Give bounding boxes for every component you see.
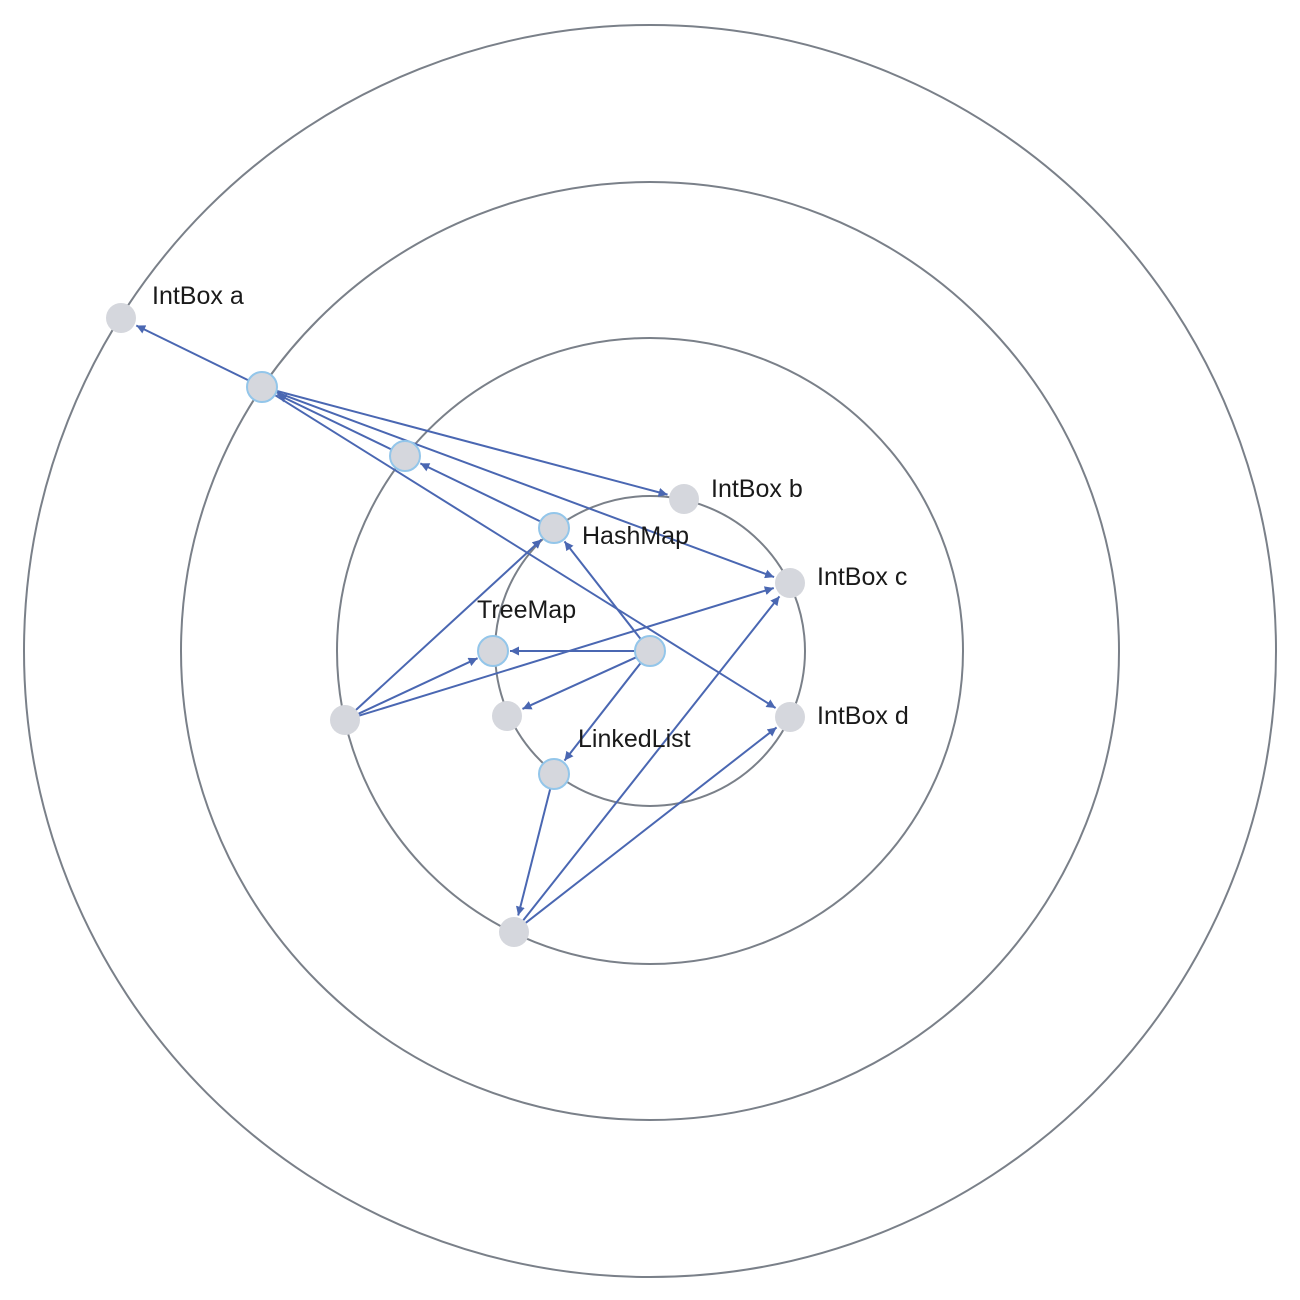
node-bottom[interactable] [499, 917, 529, 947]
ring-third [180, 181, 1120, 1121]
label-intbox-c: IntBox c [817, 563, 907, 591]
edge-root-to-n-center-plain [522, 656, 637, 710]
node-intbox-a[interactable] [106, 303, 136, 333]
edge-linkedlist-to-n-bottom [516, 788, 552, 916]
edge-n-outer-link-to-intbox-c [275, 391, 775, 579]
edge-n-bottom-to-intbox-d [525, 726, 778, 924]
edge-root-to-linkedlist [563, 662, 642, 762]
node-intbox-b[interactable] [669, 484, 699, 514]
edges [135, 324, 781, 924]
node-treemap[interactable] [477, 635, 509, 667]
nodes [106, 303, 805, 947]
label-intbox-a: IntBox a [152, 282, 244, 310]
label-linkedlist: LinkedList [578, 725, 691, 753]
edge-hashmap-to-n-ring2-link [419, 462, 541, 523]
edge-n-ring2-link-to-n-outer-link [276, 393, 392, 451]
node-linkedlist[interactable] [538, 758, 570, 790]
node-intbox-c[interactable] [775, 568, 805, 598]
node-ring2-link[interactable] [389, 440, 421, 472]
edge-n-outer-link-to-intbox-b [276, 389, 668, 497]
node-left[interactable] [330, 705, 360, 735]
node-intbox-d[interactable] [775, 702, 805, 732]
label-hashmap: HashMap [582, 522, 689, 550]
ring-outer [23, 24, 1277, 1278]
label-treemap: TreeMap [477, 596, 576, 624]
node-root[interactable] [634, 635, 666, 667]
rings [23, 24, 1277, 1278]
edge-n-outer-link-to-intbox-a [135, 324, 249, 382]
edge-n-bottom-to-intbox-c [522, 595, 781, 921]
ring-second [336, 337, 964, 965]
node-outer-link[interactable] [246, 371, 278, 403]
edge-n-left-to-hashmap [355, 538, 543, 711]
labels: IntBox a IntBox b HashMap IntBox c TreeM… [152, 282, 909, 753]
label-intbox-d: IntBox d [817, 702, 909, 730]
label-intbox-b: IntBox b [711, 475, 803, 503]
edge-n-left-to-treemap [358, 657, 479, 715]
node-hashmap[interactable] [538, 512, 570, 544]
edge-n-left-to-intbox-c [359, 586, 775, 717]
node-center-plain[interactable] [492, 701, 522, 731]
edge-n-outer-link-to-intbox-d [274, 394, 777, 709]
edge-root-to-hashmap [563, 540, 642, 640]
